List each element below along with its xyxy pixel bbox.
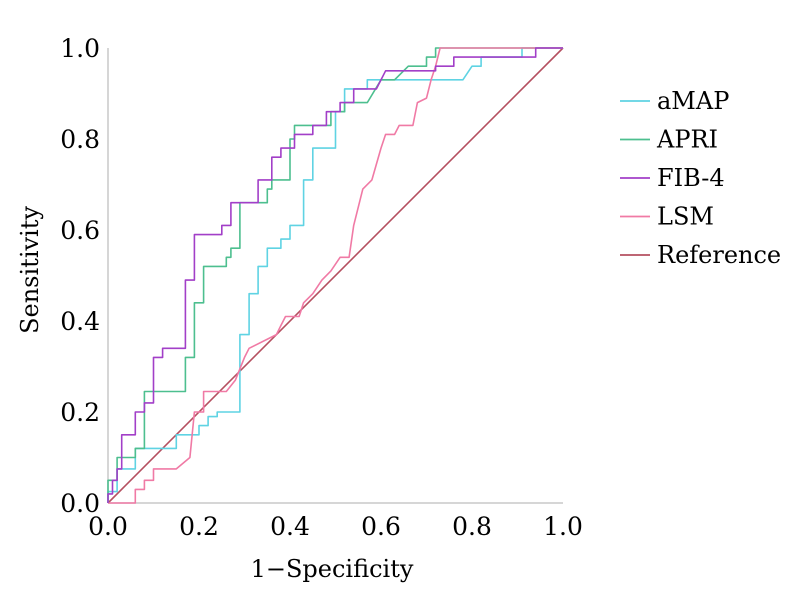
- y-axis-title: Sensitivity: [16, 206, 44, 334]
- y-tick-label: 0.0: [60, 489, 100, 518]
- legend-label: FIB-4: [657, 164, 725, 192]
- x-tick-label: 0.0: [88, 512, 128, 541]
- legend: aMAP APRI FIB-4 LSM Reference: [620, 87, 781, 269]
- y-tick-label: 0.8: [60, 125, 100, 154]
- x-tick-label: 0.2: [179, 512, 219, 541]
- y-tick-label: 1.0: [60, 34, 100, 63]
- series-line-reference: [107, 47, 564, 504]
- axes: [107, 48, 563, 504]
- y-tick-label: 0.4: [60, 307, 100, 336]
- x-tick-label: 0.4: [270, 512, 310, 541]
- y-tick-labels: 0.0 0.2 0.4 0.6 0.8 1.0: [60, 34, 100, 518]
- x-tick-label: 0.6: [361, 512, 401, 541]
- legend-label: aMAP: [657, 87, 729, 115]
- x-tick-labels: 0.0 0.2 0.4 0.6 0.8 1.0: [88, 512, 583, 541]
- y-tick-label: 0.6: [60, 216, 100, 245]
- series-line-fib-4: [107, 47, 563, 503]
- x-tick-label: 1.0: [543, 512, 583, 541]
- series-lines: [107, 47, 564, 504]
- legend-label: Reference: [657, 241, 781, 269]
- legend-label: LSM: [657, 203, 714, 231]
- legend-label: APRI: [656, 126, 718, 154]
- y-tick-label: 0.2: [60, 398, 100, 427]
- series-line-lsm: [108, 47, 563, 504]
- x-axis-title: 1−Specificity: [251, 555, 414, 583]
- x-tick-label: 0.8: [452, 512, 492, 541]
